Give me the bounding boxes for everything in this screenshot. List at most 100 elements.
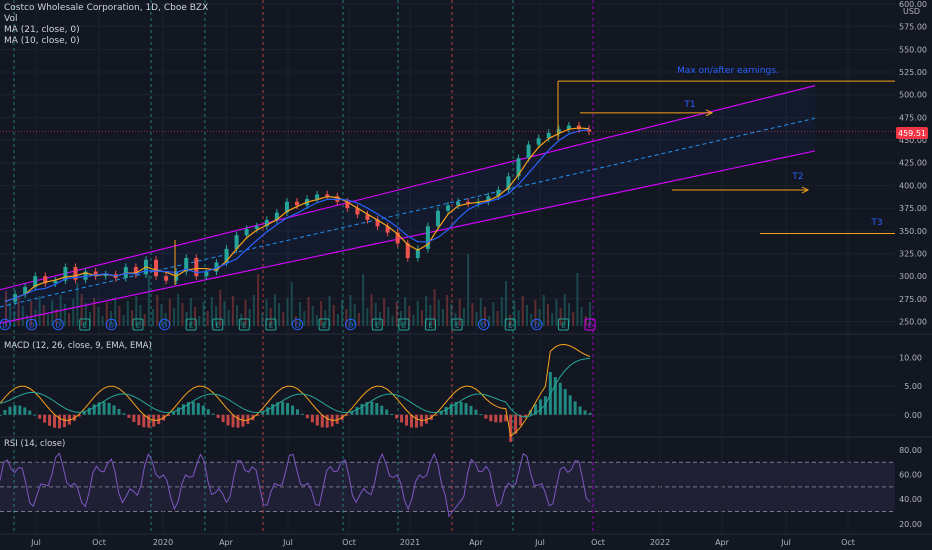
signal-line	[0, 357, 591, 418]
y-tick-label: 325.00	[899, 249, 927, 258]
earnings-marker	[79, 318, 91, 331]
volume-bar	[34, 310, 37, 326]
candle-body	[405, 243, 410, 258]
volume-bar	[513, 301, 516, 326]
macd-histogram-bar	[449, 403, 453, 415]
macd-histogram-bar	[127, 414, 131, 418]
macd-histogram-bar	[434, 414, 438, 416]
event-marker-label: D	[534, 322, 539, 330]
volume-bar	[80, 294, 83, 326]
macd-histogram-bar	[410, 414, 414, 428]
macd-histogram-bar	[286, 403, 290, 415]
macd-histogram-bar	[355, 407, 359, 415]
volume-bar	[206, 311, 209, 326]
x-tick-label: 2020	[153, 538, 173, 547]
candle-body	[53, 280, 58, 284]
volume-bar	[17, 297, 20, 326]
macd-histogram-bar	[13, 405, 17, 415]
volume-bar	[492, 302, 495, 326]
earnings-marker	[371, 318, 383, 331]
candle-body	[395, 232, 400, 244]
volume-bar	[471, 303, 474, 326]
x-tick-label: 2022	[650, 538, 670, 547]
last-price-badge	[896, 127, 928, 139]
volume-bar	[420, 310, 423, 326]
macd-histogram-bar	[122, 413, 126, 415]
volume-bar	[551, 313, 554, 326]
dividend-marker	[52, 318, 64, 331]
y-tick-label: 350.00	[899, 227, 927, 236]
volume-bar	[425, 296, 428, 326]
macd-histogram-bar	[573, 401, 577, 415]
volume-bar	[307, 297, 310, 326]
candle-body	[73, 267, 78, 280]
macd-histogram-bar	[320, 414, 324, 428]
x-axis: Jul Oct 2020 Apr Jul Oct 2021 Apr Jul Oct 2022 Apr J…	[30, 538, 855, 547]
dividend-marker	[105, 318, 118, 331]
macd-histogram-bar	[390, 413, 394, 415]
macd-histogram-bar	[405, 414, 409, 426]
candle-body	[123, 267, 128, 278]
volume-bar	[521, 296, 524, 326]
dividend-marker	[0, 318, 11, 331]
macd-histogram-bar	[315, 414, 319, 426]
event-marker-label: E	[508, 322, 512, 330]
t1-arrow	[705, 109, 714, 117]
volume-bar	[546, 304, 549, 326]
event-marker-label: E	[428, 322, 432, 330]
macd-histogram-bar	[23, 407, 27, 415]
candle-body	[446, 205, 451, 211]
volume-bar	[152, 309, 155, 326]
macd-histogram-bar	[439, 410, 443, 415]
candle-body	[325, 194, 330, 197]
volume-bar	[131, 310, 134, 326]
macd-histogram-bar	[18, 405, 22, 415]
candle-body	[425, 226, 430, 249]
volume-bar	[202, 302, 205, 326]
macd-histogram-bar	[414, 414, 418, 428]
candle-body	[133, 267, 138, 275]
earnings-marker	[212, 318, 224, 331]
volume-bar	[290, 282, 293, 326]
event-marker-label: D	[55, 322, 60, 330]
volume-bar	[383, 298, 386, 326]
candle-body	[385, 226, 390, 233]
ma-21-line	[4, 129, 590, 303]
volume-bar	[9, 302, 12, 326]
indicator-ma21: MA (21, close, 0)	[4, 25, 80, 35]
macd-histogram-bar	[231, 414, 235, 428]
rsi-tick-label: 80.00	[899, 446, 922, 455]
macd-histogram-bar	[291, 405, 295, 415]
y-tick-label: 400.00	[899, 181, 927, 190]
volume-bar	[572, 312, 575, 326]
event-marker-label: E	[242, 322, 246, 330]
candle-body	[435, 210, 440, 227]
x-tick-label: Oct	[92, 538, 106, 547]
volume-bar	[353, 304, 356, 326]
macd-histogram-bar	[266, 407, 270, 415]
candle-body	[264, 219, 269, 227]
channel-upper	[0, 85, 816, 291]
candle-body	[274, 212, 279, 220]
volume-bar	[68, 313, 71, 326]
macd-tick-label: 10.00	[899, 353, 922, 362]
volume-bar	[231, 296, 234, 326]
volume-bar	[542, 295, 545, 326]
x-tick-label: Jul	[30, 538, 41, 547]
volume-bar	[483, 307, 486, 326]
volume-bar	[387, 307, 390, 326]
candle-body	[43, 276, 48, 284]
macd-histogram-bar	[271, 404, 275, 415]
y-tick-label: 600.00	[899, 0, 927, 9]
candle-body	[164, 276, 169, 281]
volume-bar	[357, 313, 360, 326]
candle-body	[375, 219, 380, 227]
y-tick-label: 375.00	[899, 204, 927, 213]
macd-histogram-bar	[553, 377, 557, 415]
x-tick-label: Oct	[342, 538, 356, 547]
volume-bar	[21, 306, 24, 326]
volume-bar	[584, 316, 587, 326]
macd-tick-label: 0.00	[904, 411, 922, 420]
macd-histogram-bar	[246, 414, 250, 424]
